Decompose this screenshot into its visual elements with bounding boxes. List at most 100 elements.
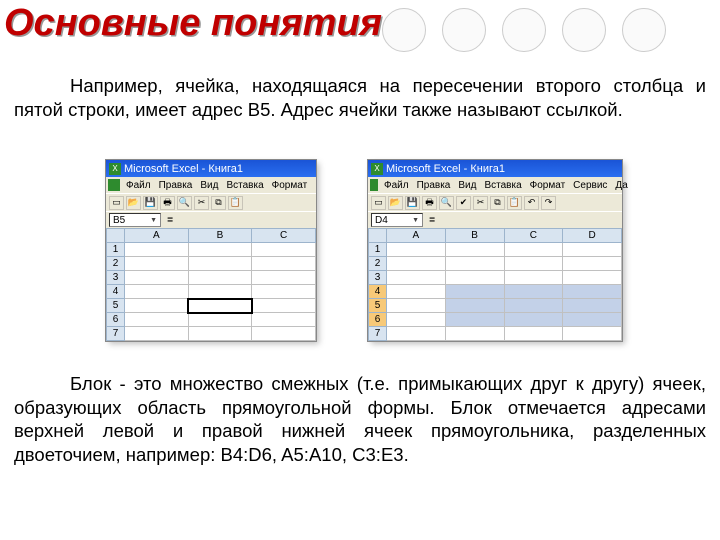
row-header[interactable]: 5 [107, 299, 125, 313]
menu-item[interactable]: Файл [380, 180, 413, 191]
cell[interactable] [125, 299, 189, 313]
cell[interactable] [387, 299, 446, 313]
cell[interactable] [252, 257, 316, 271]
cell[interactable] [252, 243, 316, 257]
menu-item[interactable]: Вид [454, 180, 480, 191]
row-header[interactable]: 6 [107, 313, 125, 327]
cell[interactable] [563, 243, 622, 257]
cell[interactable] [504, 243, 563, 257]
undo-icon[interactable]: ↶ [524, 196, 539, 210]
cell[interactable] [504, 327, 563, 341]
cell[interactable] [188, 271, 252, 285]
preview-icon[interactable]: 🔍 [177, 196, 192, 210]
menu-item[interactable]: Вставка [222, 180, 267, 191]
cell[interactable] [445, 271, 504, 285]
menu-item[interactable]: Вид [196, 180, 222, 191]
dropdown-icon[interactable]: ▼ [150, 217, 157, 224]
new-icon[interactable]: ▭ [109, 196, 124, 210]
col-header[interactable]: C [252, 229, 316, 243]
cut-icon[interactable]: ✂ [194, 196, 209, 210]
col-header[interactable]: C [504, 229, 563, 243]
cell[interactable] [125, 243, 189, 257]
cell[interactable] [445, 243, 504, 257]
row-header[interactable]: 2 [369, 257, 387, 271]
cell[interactable] [125, 313, 189, 327]
cell[interactable] [504, 271, 563, 285]
cell[interactable] [252, 285, 316, 299]
cell[interactable] [504, 257, 563, 271]
cell[interactable] [563, 271, 622, 285]
menu-item[interactable]: Правка [413, 180, 455, 191]
menu-item[interactable]: Файл [122, 180, 155, 191]
cell[interactable] [445, 285, 504, 299]
open-icon[interactable]: 📂 [388, 196, 403, 210]
row-header[interactable]: 4 [107, 285, 125, 299]
menu-item[interactable]: Дa [611, 180, 631, 191]
cell[interactable] [188, 285, 252, 299]
name-box[interactable]: B5 ▼ [109, 213, 161, 227]
redo-icon[interactable]: ↷ [541, 196, 556, 210]
cell[interactable] [252, 271, 316, 285]
cell[interactable] [252, 327, 316, 341]
row-header[interactable]: 1 [369, 243, 387, 257]
cell[interactable] [387, 243, 446, 257]
menu-item[interactable]: Формат [268, 180, 312, 191]
row-header[interactable]: 3 [107, 271, 125, 285]
row-header[interactable]: 3 [369, 271, 387, 285]
cell[interactable] [188, 257, 252, 271]
row-header[interactable]: 4 [369, 285, 387, 299]
select-all-corner[interactable] [369, 229, 387, 243]
dropdown-icon[interactable]: ▼ [412, 217, 419, 224]
row-header[interactable]: 2 [107, 257, 125, 271]
paste-icon[interactable]: 📋 [228, 196, 243, 210]
cell[interactable] [387, 271, 446, 285]
row-header[interactable]: 6 [369, 313, 387, 327]
col-header[interactable]: A [125, 229, 189, 243]
save-icon[interactable]: 💾 [143, 196, 158, 210]
name-box[interactable]: D4 ▼ [371, 213, 423, 227]
row-header[interactable]: 7 [107, 327, 125, 341]
cut-icon[interactable]: ✂ [473, 196, 488, 210]
cell[interactable] [563, 257, 622, 271]
cell[interactable] [445, 299, 504, 313]
cell[interactable] [504, 313, 563, 327]
cell[interactable] [252, 299, 316, 313]
menu-item[interactable]: Правка [155, 180, 197, 191]
open-icon[interactable]: 📂 [126, 196, 141, 210]
print-icon[interactable]: 🖶 [422, 196, 437, 210]
cell[interactable] [125, 257, 189, 271]
print-icon[interactable]: 🖶 [160, 196, 175, 210]
cell[interactable] [387, 313, 446, 327]
copy-icon[interactable]: ⧉ [490, 196, 505, 210]
cell[interactable] [125, 271, 189, 285]
row-header[interactable]: 7 [369, 327, 387, 341]
menu-item[interactable]: Сервис [569, 180, 611, 191]
menu-item[interactable]: Вставка [480, 180, 525, 191]
cell[interactable] [188, 299, 252, 313]
col-header[interactable]: D [563, 229, 622, 243]
save-icon[interactable]: 💾 [405, 196, 420, 210]
menu-item[interactable]: Формат [526, 180, 570, 191]
cell[interactable] [125, 285, 189, 299]
cell[interactable] [563, 299, 622, 313]
cell[interactable] [563, 313, 622, 327]
cell[interactable] [387, 257, 446, 271]
spreadsheet-grid[interactable]: ABC 1234567 [106, 228, 316, 341]
cell[interactable] [387, 327, 446, 341]
preview-icon[interactable]: 🔍 [439, 196, 454, 210]
spell-icon[interactable]: ✔ [456, 196, 471, 210]
cell[interactable] [188, 313, 252, 327]
cell[interactable] [563, 285, 622, 299]
cell[interactable] [563, 327, 622, 341]
cell[interactable] [445, 327, 504, 341]
col-header[interactable]: A [387, 229, 446, 243]
cell[interactable] [125, 327, 189, 341]
row-header[interactable]: 1 [107, 243, 125, 257]
spreadsheet-grid[interactable]: ABCD1234567 [368, 228, 622, 341]
paste-icon[interactable]: 📋 [507, 196, 522, 210]
cell[interactable] [188, 327, 252, 341]
copy-icon[interactable]: ⧉ [211, 196, 226, 210]
col-header[interactable]: B [188, 229, 252, 243]
new-icon[interactable]: ▭ [371, 196, 386, 210]
select-all-corner[interactable] [107, 229, 125, 243]
